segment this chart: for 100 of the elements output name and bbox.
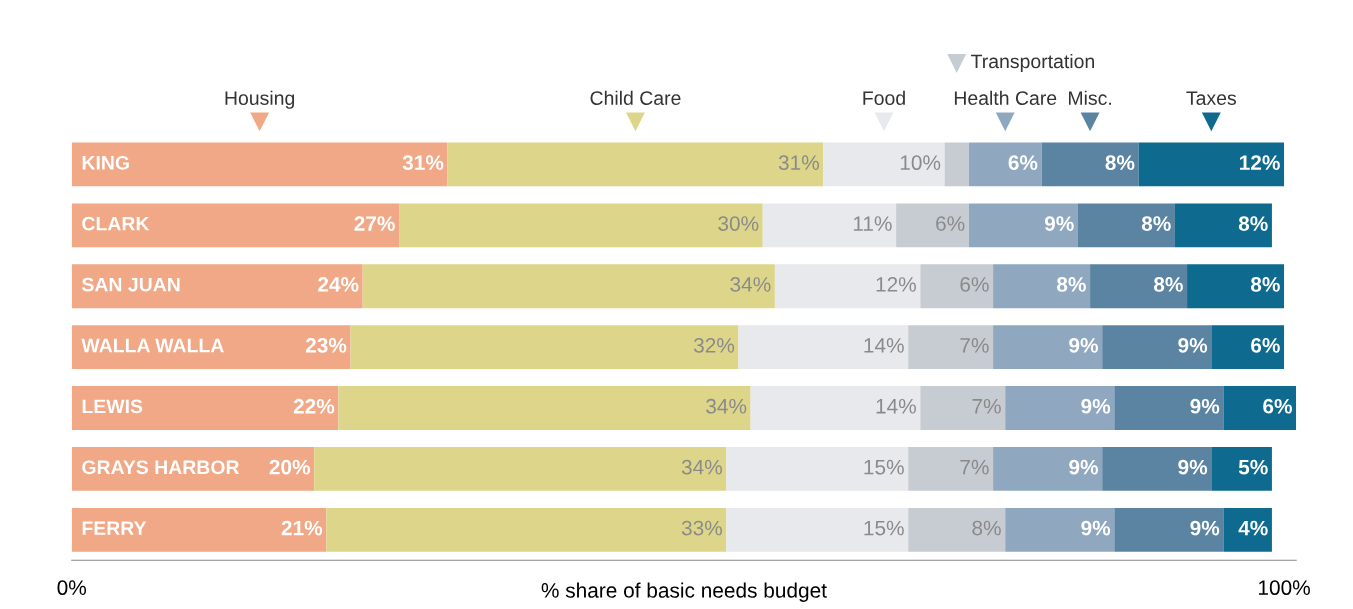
bar [1187,264,1285,309]
data-label: 12% [876,277,916,292]
data-label: 9% [1081,398,1111,414]
data-label: 10% [900,155,941,171]
bar [1211,447,1272,491]
y-tick-label: WALLA WALLA [81,338,224,353]
bar [71,507,327,552]
data-label: 15% [864,459,904,475]
data-label: 6% [936,216,965,231]
data-label: 9% [1190,398,1220,414]
data-label: 33% [681,520,722,536]
bar [338,386,751,430]
data-label: 6% [1008,155,1038,171]
data-label: 6% [1263,398,1292,414]
data-label: 6% [960,277,989,292]
data-label: 34% [706,398,747,414]
bar [314,447,727,491]
bar [762,203,897,248]
data-label: 9% [1069,459,1099,475]
data-label: 20% [269,459,310,475]
bar [896,203,969,248]
x-axis-title: % share of basic needs budget [541,582,827,602]
data-label: 8% [1105,155,1135,171]
bar [1077,203,1175,248]
bar [968,203,1078,248]
bar [774,264,921,309]
bar [399,203,763,248]
x-tick-label: 0% [57,580,87,596]
bar [993,325,1103,370]
series-label: Child Care [590,90,681,105]
bar [1102,447,1212,491]
data-label: 34% [730,277,771,292]
bar [993,264,1091,309]
y-tick-label: FERRY [82,521,147,535]
data-label: 8% [1141,216,1171,231]
bar [1005,386,1115,430]
bar [920,386,1006,430]
y-tick-label: KING [82,155,129,170]
data-label: 14% [876,398,916,414]
data-label: 34% [681,459,722,475]
data-label: 4% [1238,520,1268,536]
bar [1223,386,1297,430]
bar [726,507,909,552]
data-label: 24% [318,277,359,292]
bar [750,386,921,430]
data-label: 30% [718,216,759,231]
y-tick-label: SAN JUAN [81,277,180,292]
bar [447,142,824,187]
bar [1005,507,1115,552]
data-label: 21% [281,520,323,536]
x-tick-label: 100% [1259,580,1310,596]
legend-label: Transportation [971,53,1094,73]
bar [908,325,994,370]
data-label: 8% [1056,277,1086,292]
bar [1138,142,1285,187]
bar [908,507,1006,552]
bar [726,447,909,491]
y-tick-label: GRAYS HARBOR [82,460,240,475]
bar [1114,386,1224,430]
bar [944,142,969,187]
data-label: 12% [1240,155,1280,170]
bar [1174,203,1272,248]
bar [71,325,351,370]
data-label: 8% [1238,216,1268,231]
text: Health Care [954,90,1057,105]
bar [71,203,400,248]
data-label: 9% [1069,337,1099,353]
bar [362,264,775,309]
data-label: 11% [853,216,892,231]
data-label: 9% [1190,520,1220,536]
bar [993,447,1103,491]
bar [823,142,945,187]
data-label: 7% [960,338,989,353]
bar [1102,325,1212,370]
data-label: 23% [305,337,347,353]
data-label: 9% [1178,459,1208,475]
bar [1114,507,1224,552]
y-tick-label: CLARK [82,216,150,231]
bar [350,325,739,370]
data-label: 27% [354,216,395,231]
data-label: 14% [864,338,904,353]
data-label: 6% [1251,337,1280,353]
data-label: 9% [1081,520,1111,536]
bar [71,264,363,309]
series-label: Misc. [1068,90,1111,105]
bar [1223,507,1272,552]
bar [71,386,339,430]
bar [1090,264,1188,309]
data-label: 7% [972,398,1001,414]
data-label: 7% [960,459,989,475]
data-label: 31% [778,155,819,171]
data-label: 22% [293,398,335,414]
bar [326,507,727,552]
bar [71,142,448,187]
series-label: Housing [225,90,295,109]
bar [1211,325,1285,370]
bar [968,142,1042,187]
data-label: 9% [1178,337,1208,353]
bar [738,325,909,370]
series-label: Taxes [1186,91,1236,105]
